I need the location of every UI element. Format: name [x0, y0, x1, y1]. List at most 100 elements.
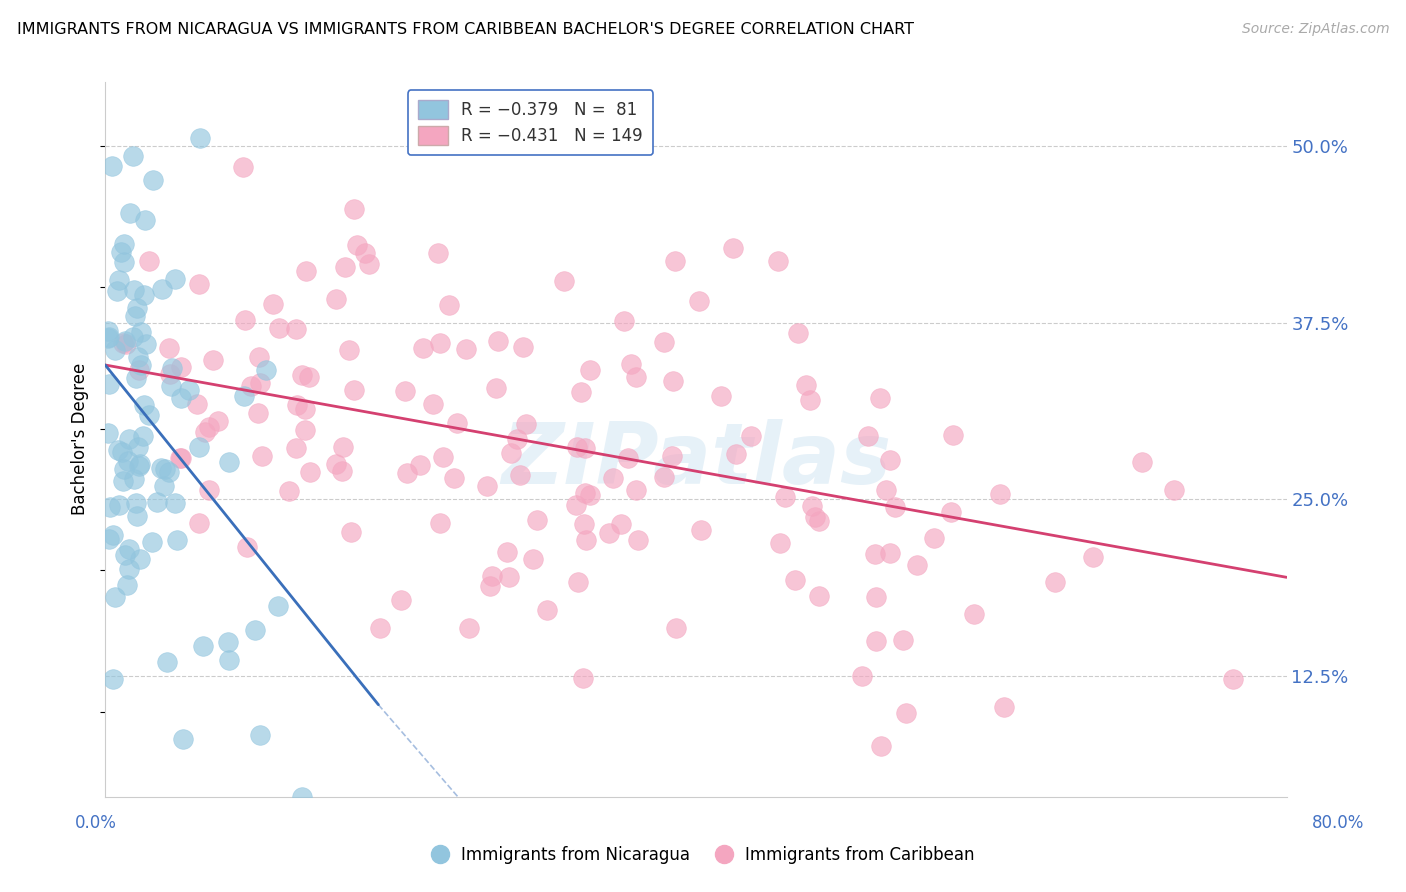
- Point: [169, 451, 191, 466]
- Point: [112, 335, 135, 350]
- Point: [664, 253, 686, 268]
- Point: [141, 535, 163, 549]
- Point: [121, 330, 143, 344]
- Point: [808, 589, 831, 603]
- Legend: R = −0.379   N =  81, R = −0.431   N = 149: R = −0.379 N = 81, R = −0.431 N = 149: [408, 90, 652, 155]
- Point: [125, 371, 148, 385]
- Point: [125, 301, 148, 316]
- Point: [138, 408, 160, 422]
- Point: [515, 417, 537, 431]
- Point: [98, 532, 121, 546]
- Point: [794, 378, 817, 392]
- Point: [883, 500, 905, 515]
- Point: [160, 378, 183, 392]
- Point: [153, 479, 176, 493]
- Point: [291, 789, 314, 804]
- Point: [172, 731, 194, 746]
- Point: [135, 337, 157, 351]
- Point: [337, 343, 360, 357]
- Point: [458, 621, 481, 635]
- Point: [105, 284, 128, 298]
- Point: [101, 528, 124, 542]
- Point: [359, 256, 381, 270]
- Point: [159, 368, 181, 382]
- Point: [498, 570, 520, 584]
- Point: [368, 621, 391, 635]
- Point: [160, 360, 183, 375]
- Point: [787, 326, 810, 340]
- Point: [115, 577, 138, 591]
- Point: [939, 504, 962, 518]
- Point: [343, 202, 366, 216]
- Point: [104, 343, 127, 357]
- Point: [1163, 483, 1185, 498]
- Point: [1083, 549, 1105, 564]
- Point: [869, 391, 891, 405]
- Point: [875, 483, 897, 497]
- Point: [800, 499, 823, 513]
- Point: [188, 440, 211, 454]
- Point: [127, 509, 149, 524]
- Point: [277, 483, 299, 498]
- Point: [165, 496, 187, 510]
- Point: [446, 416, 468, 430]
- Point: [456, 343, 478, 357]
- Point: [799, 392, 821, 407]
- Point: [626, 483, 648, 497]
- Point: [285, 441, 308, 455]
- Point: [598, 525, 620, 540]
- Point: [247, 406, 270, 420]
- Point: [298, 370, 321, 384]
- Point: [107, 443, 129, 458]
- Point: [506, 432, 529, 446]
- Point: [267, 599, 290, 614]
- Point: [267, 320, 290, 334]
- Point: [894, 706, 917, 720]
- Point: [522, 552, 544, 566]
- Point: [536, 603, 558, 617]
- Point: [117, 453, 139, 467]
- Point: [432, 450, 454, 464]
- Point: [111, 474, 134, 488]
- Point: [553, 274, 575, 288]
- Text: Source: ZipAtlas.com: Source: ZipAtlas.com: [1241, 22, 1389, 37]
- Point: [768, 253, 790, 268]
- Point: [217, 635, 239, 649]
- Point: [294, 423, 316, 437]
- Point: [578, 488, 600, 502]
- Point: [325, 457, 347, 471]
- Point: [620, 358, 643, 372]
- Point: [186, 397, 208, 411]
- Text: IMMIGRANTS FROM NICARAGUA VS IMMIGRANTS FROM CARIBBEAN BACHELOR'S DEGREE CORRELA: IMMIGRANTS FROM NICARAGUA VS IMMIGRANTS …: [17, 22, 914, 37]
- Point: [108, 498, 131, 512]
- Text: 0.0%: 0.0%: [75, 814, 117, 831]
- Point: [665, 622, 688, 636]
- Point: [422, 397, 444, 411]
- Point: [332, 464, 354, 478]
- Point: [128, 458, 150, 473]
- Point: [207, 414, 229, 428]
- Point: [112, 237, 135, 252]
- Point: [443, 470, 465, 484]
- Point: [963, 607, 986, 621]
- Point: [254, 363, 277, 377]
- Point: [98, 500, 121, 514]
- Point: [236, 540, 259, 554]
- Point: [526, 513, 548, 527]
- Point: [567, 575, 589, 590]
- Point: [194, 425, 217, 440]
- Point: [110, 245, 132, 260]
- Point: [429, 516, 451, 530]
- Point: [574, 486, 596, 500]
- Point: [114, 548, 136, 562]
- Point: [198, 420, 221, 434]
- Point: [157, 341, 180, 355]
- Point: [804, 510, 827, 524]
- Point: [122, 472, 145, 486]
- Point: [988, 487, 1011, 501]
- Legend: Immigrants from Nicaragua, Immigrants from Caribbean: Immigrants from Nicaragua, Immigrants fr…: [425, 839, 981, 871]
- Point: [249, 728, 271, 742]
- Point: [578, 363, 600, 377]
- Point: [114, 334, 136, 348]
- Point: [893, 633, 915, 648]
